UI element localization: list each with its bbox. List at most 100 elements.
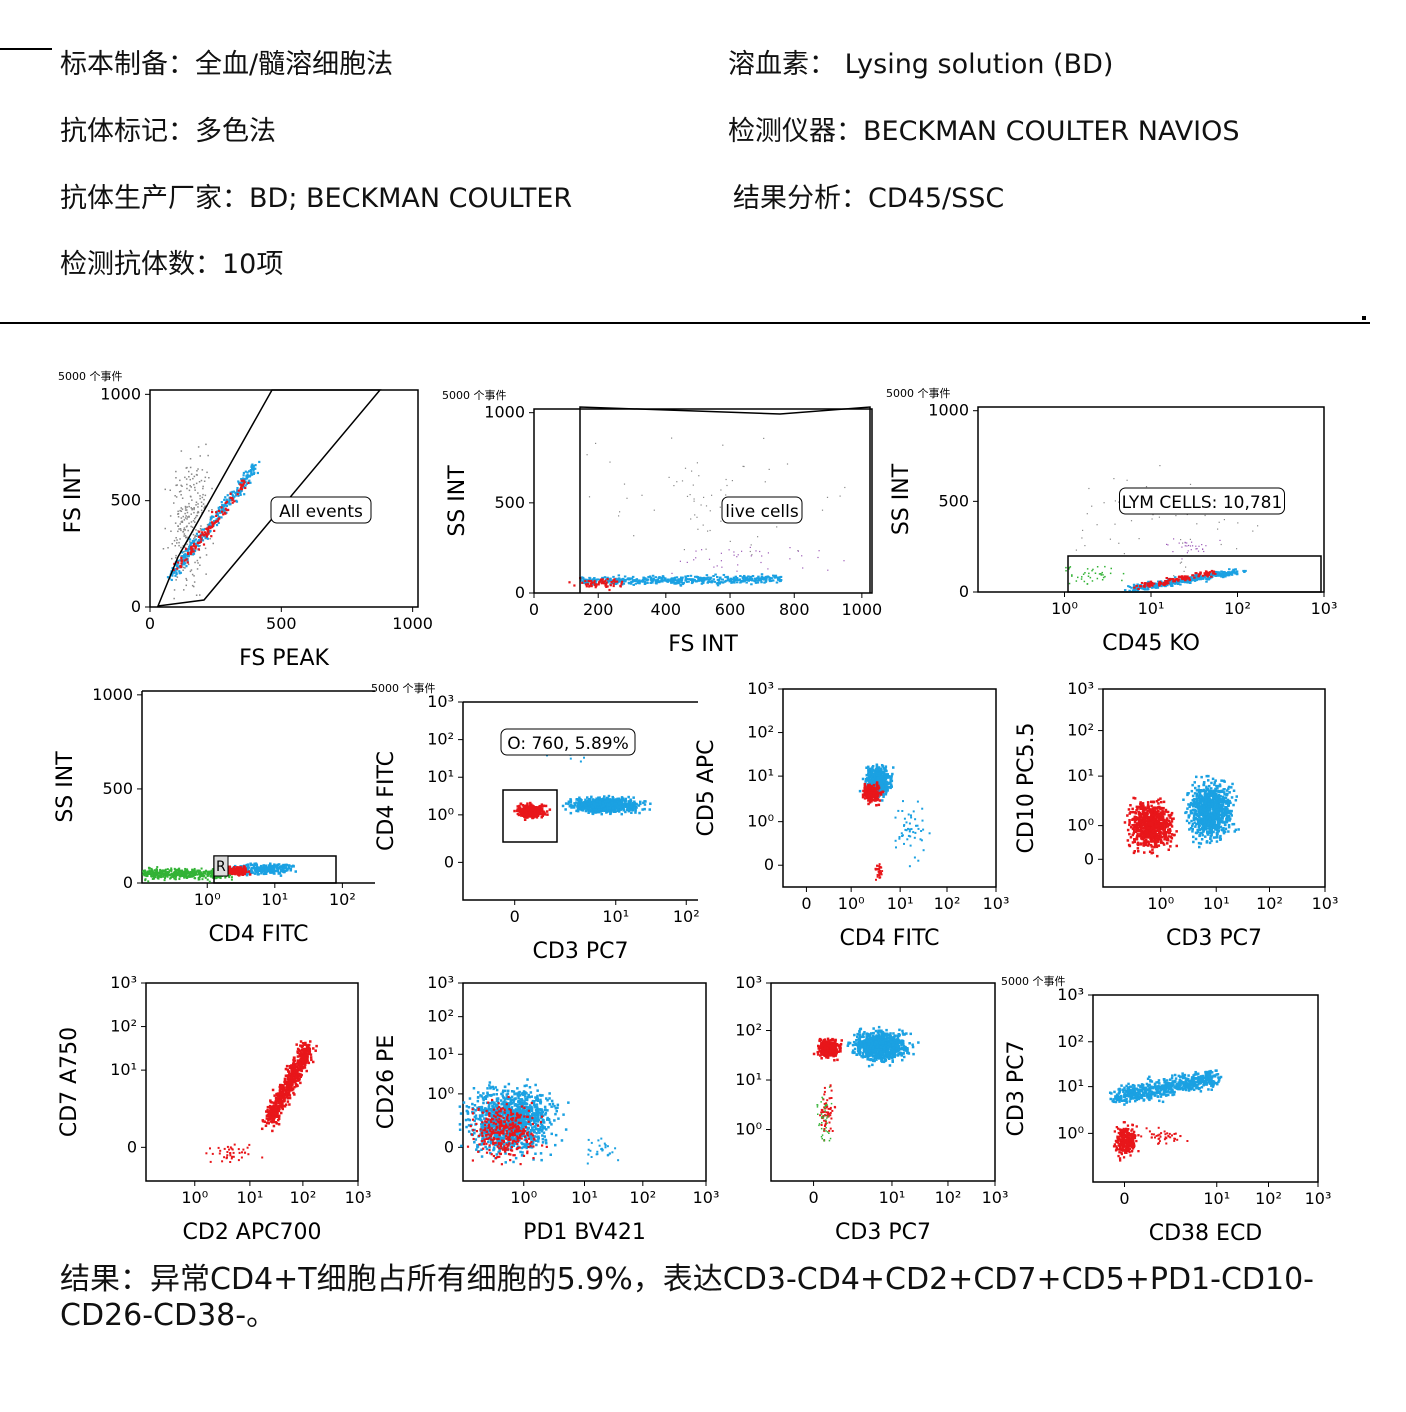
event-dot [1227,574,1231,577]
event-dot [215,523,219,527]
event-dot [630,577,634,580]
event-dot [185,584,187,587]
event-dot [671,579,675,582]
event-dot [198,875,201,878]
event-dot [677,582,680,585]
event-dot [181,520,183,522]
event-dot [686,575,690,578]
event-dot [540,816,543,819]
event-dot [643,800,646,803]
event-dot [1202,548,1204,550]
event-dot [526,808,529,811]
event-dot [738,578,742,581]
event-dot [611,797,615,800]
event-dot [1178,575,1181,578]
event-dot [185,871,188,874]
event-dot [200,501,203,503]
event-dot [1114,523,1116,525]
event-dot [175,470,177,473]
event-dot [184,554,187,557]
event-dot [162,875,165,878]
event-dot [589,808,592,812]
event-dot [236,869,239,872]
event-dot [206,871,209,874]
event-dot [1188,578,1192,581]
event-dot [593,805,597,809]
event-dot [151,869,154,872]
event-dot [608,810,611,813]
event-dot [239,487,242,491]
event-dot [256,872,259,875]
event-dot [264,869,268,873]
event-dot [180,560,183,563]
event-dot [897,809,900,812]
event-dot [749,550,751,553]
event-dot [207,529,210,533]
y-tick-label: 0 [1084,849,1094,868]
event-dot [1104,565,1106,568]
event-dot [733,554,735,556]
event-dot [197,530,199,532]
event-dot [224,512,227,515]
event-dot [154,874,157,877]
event-dot [242,482,245,485]
event-dot [211,509,213,511]
event-dot [1184,578,1188,581]
event-dot [588,496,591,498]
event-dot [580,803,583,807]
analysis-method: 结果分析：CD45/SSC [733,183,1005,214]
x-tick-label: 10² [934,894,961,913]
o-gate [502,789,558,843]
x-tick-label: 0 [145,614,155,633]
event-dot [1094,572,1097,574]
event-dot [277,863,281,866]
event-dot [1082,529,1084,531]
event-dot [867,768,870,772]
event-dot [889,778,892,781]
event-dot [1123,553,1125,555]
event-dot [192,550,195,553]
event-dot [204,505,206,507]
event-dot [709,510,711,512]
event-dot [189,552,193,555]
event-dot [209,518,212,521]
event-dot [609,584,612,587]
event-dot [789,558,791,560]
event-dot [817,556,819,559]
event-dot [1151,584,1154,587]
event-dot [617,804,621,807]
event-dot [912,810,915,813]
event-dot [236,867,239,871]
event-dot [760,577,763,580]
event-dot [198,541,201,544]
event-dot [1205,545,1207,547]
event-dot [202,503,205,505]
event-dot [177,530,179,533]
event-dot [884,777,887,780]
event-dot [202,534,205,537]
event-dot [268,869,271,872]
event-dot [870,767,874,770]
event-dot [629,582,633,585]
event-dot [199,874,202,877]
event-dot [678,578,682,581]
event-dot [606,576,609,579]
x-tick-label: 10¹ [887,894,914,913]
event-dot [884,774,887,777]
event-dot [596,803,599,806]
event-dot [1081,576,1083,578]
event-dot [702,579,706,582]
event-dot [921,807,924,810]
event-dot [669,579,673,582]
event-dot [590,804,593,808]
event-dot [185,467,187,469]
event-dot [725,494,727,496]
event-dot [637,579,641,582]
event-dot [1232,571,1235,574]
event-dot [188,872,191,875]
event-dot [606,585,609,588]
event-dot [529,808,533,812]
event-dot [194,545,197,548]
event-dot [193,585,195,588]
event-dot [180,555,183,558]
